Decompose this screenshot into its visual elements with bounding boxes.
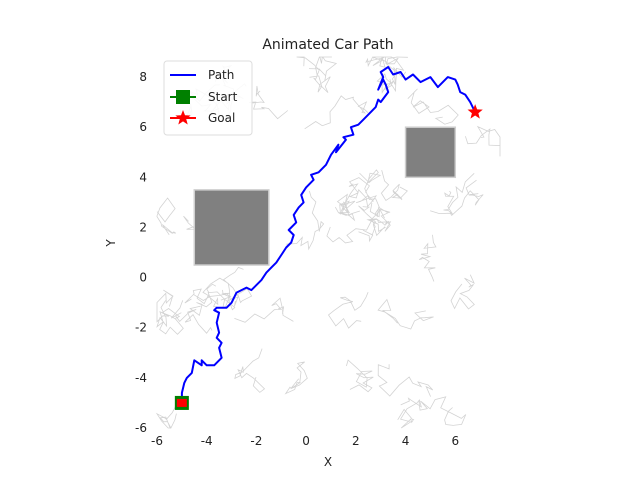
chart-title: Animated Car Path <box>262 37 393 53</box>
legend-start-label: Start <box>208 90 238 104</box>
obstacles <box>193 126 457 266</box>
plot-area <box>155 56 501 429</box>
y-axis-ticks: -6 -4 -2 0 2 4 6 8 <box>135 70 147 435</box>
y-tick-label: 4 <box>139 170 147 184</box>
explored-tree <box>155 56 501 429</box>
x-tick-label: 2 <box>352 434 360 448</box>
x-tick-label: -2 <box>250 434 262 448</box>
x-axis-label: X <box>324 455 332 469</box>
x-axis-ticks: -6 -4 -2 0 2 4 6 <box>151 434 459 448</box>
y-tick-label: 6 <box>139 120 147 134</box>
x-tick-label: 4 <box>402 434 410 448</box>
x-tick-label: -6 <box>151 434 163 448</box>
legend-goal-star <box>175 110 191 125</box>
legend-start-square <box>176 90 190 104</box>
goal-marker <box>467 104 483 119</box>
y-tick-label: -6 <box>135 421 147 435</box>
y-tick-label: 8 <box>139 70 147 84</box>
tree-edges <box>155 56 501 429</box>
path-line <box>180 66 476 403</box>
y-tick-label: -4 <box>135 371 147 385</box>
legend: Path Start Goal <box>163 60 253 136</box>
y-axis-label: Y <box>104 239 118 248</box>
y-tick-label: 2 <box>139 220 147 234</box>
path-layer <box>180 66 476 403</box>
x-tick-label: 0 <box>302 434 310 448</box>
x-tick-label: 6 <box>451 434 459 448</box>
legend-path-label: Path <box>208 68 234 82</box>
y-tick-label: 0 <box>139 271 147 285</box>
obstacle-1 <box>193 189 270 266</box>
car-marker <box>176 398 187 407</box>
y-tick-label: -2 <box>135 321 147 335</box>
legend-goal-label: Goal <box>208 111 235 125</box>
obstacle-2 <box>404 126 457 179</box>
x-tick-label: -4 <box>201 434 213 448</box>
markers <box>174 104 483 410</box>
